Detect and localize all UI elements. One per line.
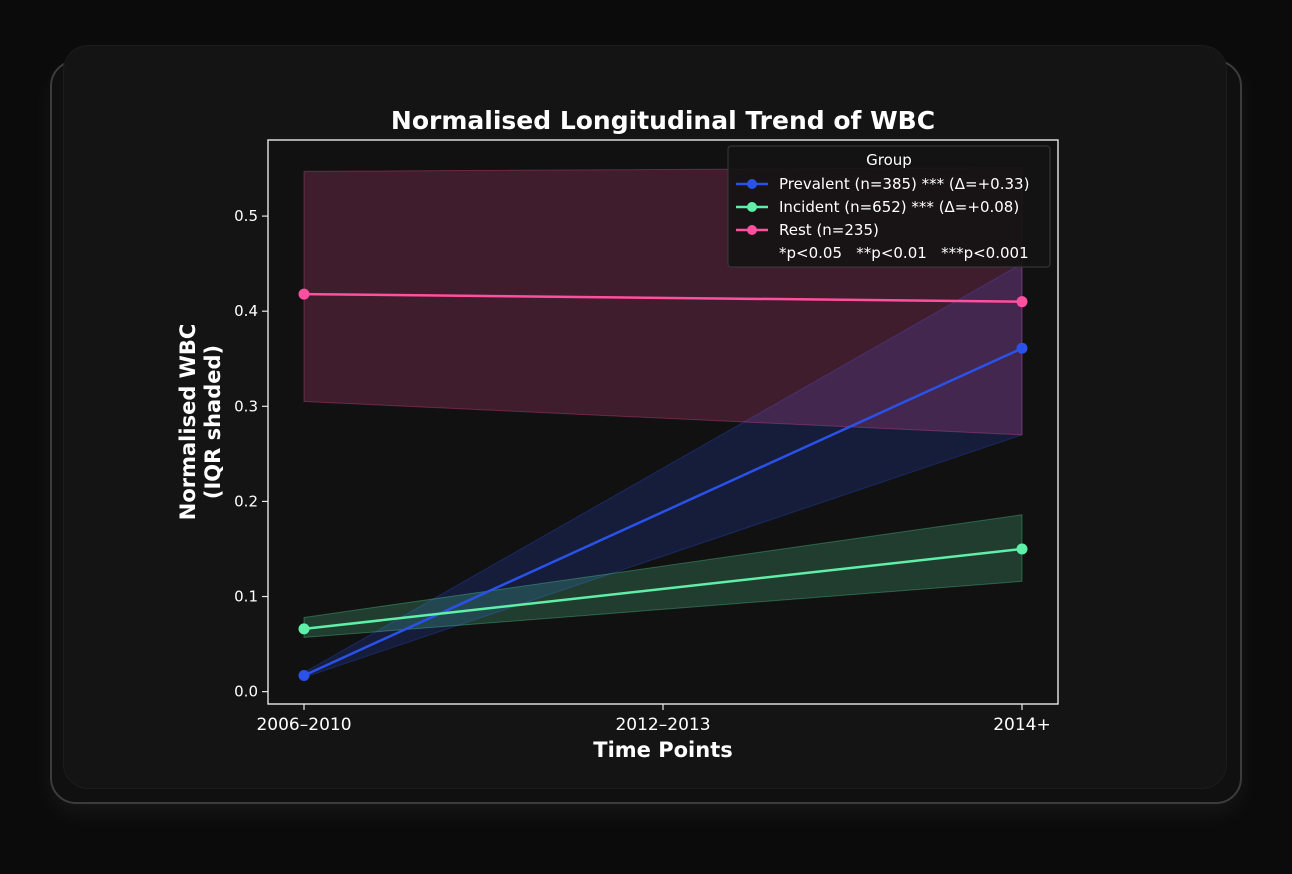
data-point-1-0 [298,623,310,635]
x-axis: 2006–2010 2012–2013 2014+ [256,704,1051,735]
x-tick-label-2: 2014+ [993,715,1051,735]
legend-title: Group [866,151,912,169]
legend-note: *p<0.05 **p<0.01 ***p<0.001 [779,244,1029,262]
y-axis: 0.0 0.1 0.2 0.3 0.4 0.5 [234,207,268,701]
legend-label-2: Rest (n=235) [779,221,879,239]
legend-label-1: Incident (n=652) *** (Δ=+0.08) [779,198,1019,216]
legend-items: Prevalent (n=385) *** (Δ=+0.33) Incident … [736,175,1029,239]
y-tick-label-5: 0.5 [234,207,258,225]
series-line-0 [303,347,1023,677]
y-tick-label-3: 0.3 [234,397,258,415]
data-point-0-1 [1016,342,1028,354]
legend-marker-1 [747,202,757,212]
legend-marker-0 [747,179,757,189]
x-tick-label-0: 2006–2010 [256,715,351,735]
legend-marker-2 [747,225,757,235]
x-tick-label-1: 2012–2013 [615,715,710,735]
data-point-2-0 [298,288,310,300]
y-tick-label-4: 0.4 [234,302,258,320]
y-axis-label-line2: (IQR shaded) [201,345,225,499]
legend-label-0: Prevalent (n=385) *** (Δ=+0.33) [779,175,1029,193]
y-axis-label-line1: Normalised WBC [176,324,200,520]
series-line-1 [303,547,1023,631]
y-tick-label-1: 0.1 [234,588,258,606]
series-points [298,288,1028,681]
iqr-bands [303,167,1023,679]
y-axis-label-group: Normalised WBC (IQR shaded) [176,324,225,520]
series-line-2 [303,292,1023,303]
data-point-0-0 [298,669,310,681]
series-lines [303,292,1023,677]
y-tick-label-2: 0.2 [234,492,258,510]
data-point-2-1 [1016,296,1028,308]
legend-box [727,145,1051,268]
data-point-1-1 [1016,543,1028,555]
y-tick-label-0: 0.0 [234,683,258,701]
chart-title: Normalised Longitudinal Trend of WBC [391,106,935,135]
legend: Group Prevalent (n=385) *** (Δ=+0.33) Inc… [727,145,1051,268]
x-axis-label: Time Points [593,738,732,762]
